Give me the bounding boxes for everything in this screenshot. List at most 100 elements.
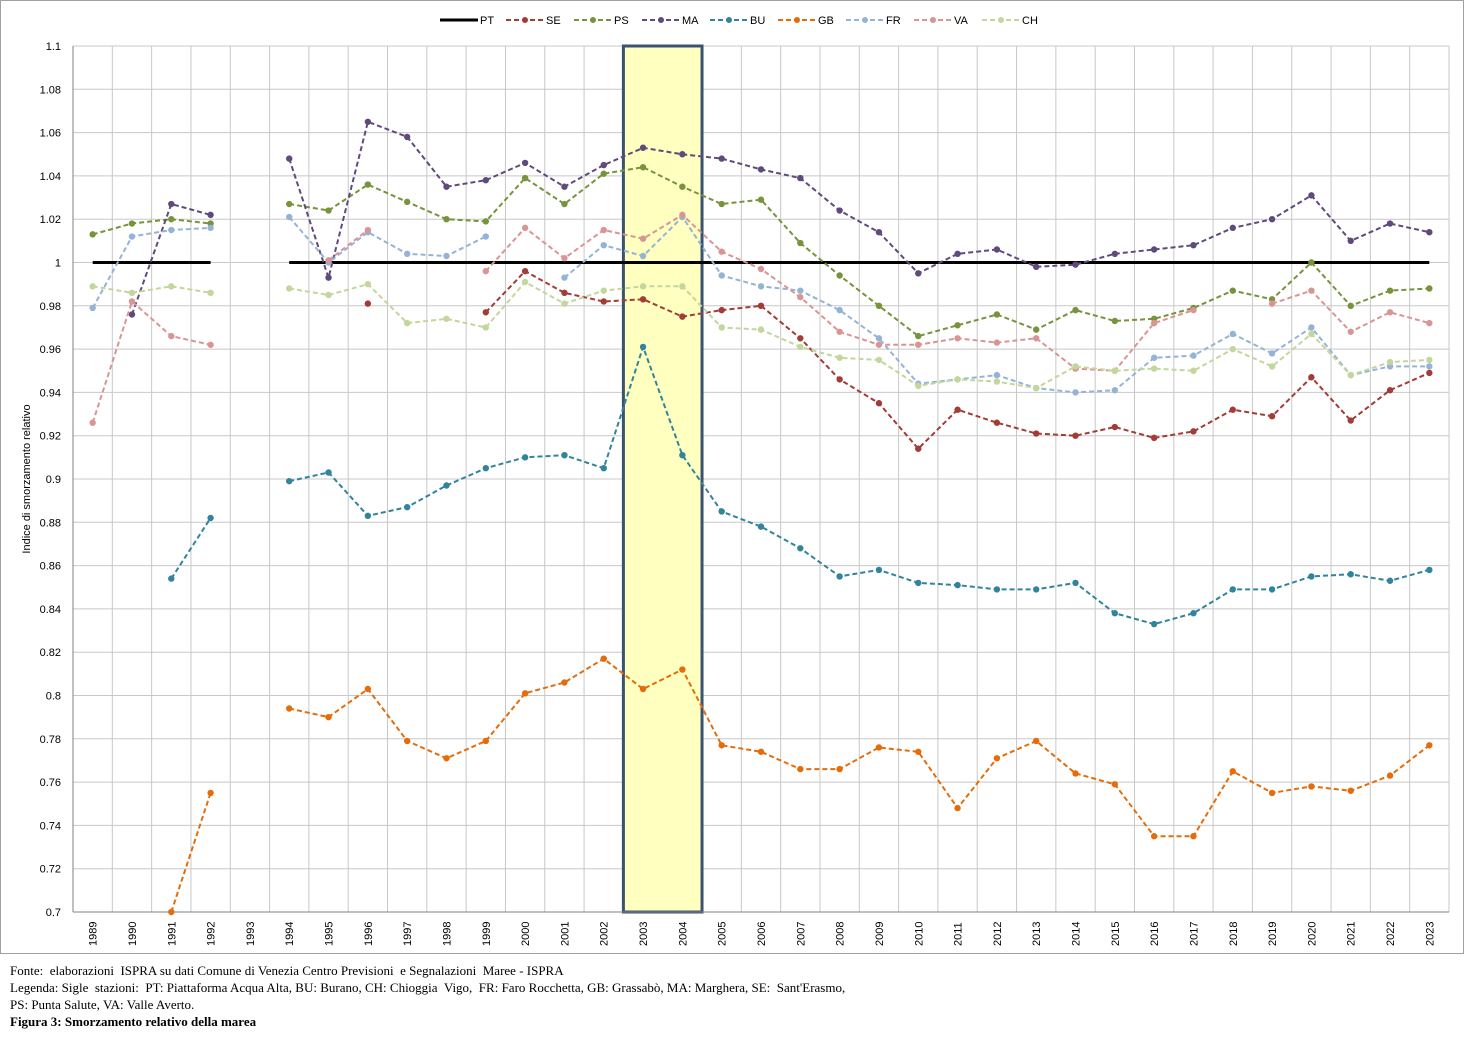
data-point-ma — [403, 133, 411, 141]
data-point-va — [1150, 319, 1158, 327]
data-point-gb — [757, 748, 765, 755]
data-point-se — [836, 376, 843, 383]
data-point-gb — [639, 685, 647, 693]
x-tick-label: 2015 — [1110, 922, 1122, 946]
data-point-ps — [1347, 302, 1354, 309]
legend-marker — [590, 17, 596, 23]
data-point-ps — [1426, 285, 1433, 292]
data-point-fr — [1426, 363, 1433, 370]
data-point-ma — [521, 159, 529, 167]
data-point-fr — [1111, 387, 1119, 394]
data-point-se — [757, 302, 765, 309]
data-point-va — [875, 341, 883, 348]
data-point-ps — [1111, 317, 1119, 325]
x-tick-label: 1992 — [206, 922, 218, 946]
x-tick-label: 2007 — [795, 922, 807, 946]
data-point-bu — [1150, 620, 1158, 628]
data-point-va — [1033, 335, 1040, 342]
data-point-gb — [403, 737, 411, 745]
data-point-bu — [797, 545, 804, 552]
data-point-ch — [1111, 367, 1119, 374]
legend-label: MA — [682, 15, 699, 27]
data-point-ps — [797, 239, 804, 247]
series-line-bu — [170, 517, 212, 580]
data-point-bu — [875, 566, 883, 574]
series — [89, 118, 1433, 916]
legend-item-ma: MA — [642, 15, 699, 27]
data-point-ma — [482, 177, 489, 184]
series-fr — [89, 213, 1433, 396]
data-point-ps — [993, 311, 1001, 318]
data-point-se — [797, 335, 804, 342]
data-point-bu — [561, 451, 568, 459]
data-point-se — [600, 298, 607, 305]
data-point-va — [561, 254, 568, 262]
x-tick-label: 2004 — [677, 922, 689, 946]
y-tick-label: 1.02 — [40, 214, 61, 226]
data-point-gb — [1072, 770, 1079, 777]
y-tick-label: 0.92 — [40, 431, 61, 443]
data-point-gb — [679, 666, 686, 673]
y-tick-label: 0.94 — [40, 387, 61, 399]
y-tick-label: 0.74 — [40, 820, 61, 832]
data-point-gb — [718, 742, 725, 749]
data-point-se — [1426, 369, 1433, 377]
x-tick-label: 2000 — [520, 922, 532, 946]
data-point-ps — [443, 216, 450, 223]
data-point-ma — [639, 144, 647, 151]
y-tick-label: 0.76 — [40, 777, 61, 789]
data-point-ma — [1072, 261, 1079, 268]
data-point-va — [757, 265, 765, 273]
data-point-gb — [1426, 742, 1433, 749]
legend-marker — [998, 17, 1004, 23]
series-ch — [89, 278, 1433, 392]
data-point-ps — [403, 198, 411, 206]
data-point-ma — [875, 228, 883, 236]
data-point-ma — [1386, 220, 1394, 227]
data-point-fr — [1308, 324, 1315, 331]
x-tick-label: 2002 — [599, 922, 611, 946]
y-axis-title: Indice di smorzamento relativo — [21, 404, 33, 553]
data-point-gb — [1150, 833, 1158, 840]
data-point-gb — [797, 765, 804, 773]
data-point-se — [639, 296, 647, 303]
data-point-bu — [168, 575, 175, 582]
data-point-ma — [128, 311, 136, 318]
axes: 0.7 0.72 0.74 0.76 0.78 0.8 0.82 0.84 0.86 0.88 0.… — [40, 41, 1449, 946]
y-tick-label: 1.04 — [40, 171, 61, 183]
series-line-ma — [288, 120, 1430, 282]
data-point-se — [561, 289, 568, 297]
data-point-va — [168, 332, 175, 340]
x-tick-label: 2005 — [717, 922, 729, 946]
data-point-ma — [836, 207, 843, 214]
data-point-fr — [600, 241, 607, 249]
data-point-ch — [1150, 365, 1158, 372]
data-point-bu — [1033, 586, 1040, 593]
y-tick-label: 0.88 — [40, 517, 61, 529]
data-point-va — [600, 226, 607, 234]
data-point-fr — [639, 252, 647, 260]
legend-label: SE — [546, 15, 561, 27]
data-point-bu — [836, 573, 843, 580]
data-point-va — [128, 298, 136, 305]
data-point-bu — [954, 581, 961, 589]
data-point-va — [679, 211, 686, 219]
source-note: Fonte: elaborazioni ISPRA su dati Comune… — [10, 963, 564, 978]
data-point-ps — [679, 183, 686, 190]
data-point-ma — [364, 118, 372, 125]
data-point-va — [797, 293, 804, 301]
data-point-gb — [168, 908, 175, 916]
data-point-gb — [993, 755, 1001, 762]
legend-marker — [930, 17, 936, 23]
data-point-fr — [89, 304, 96, 312]
data-point-ch — [1190, 367, 1197, 374]
legend-marker — [522, 17, 528, 23]
data-point-fr — [168, 226, 175, 234]
legend-marker — [726, 17, 732, 23]
y-tick-label: 1.06 — [40, 128, 61, 140]
legend-marker — [658, 17, 664, 23]
data-point-bu — [1072, 579, 1079, 587]
legend-item-fr: FR — [846, 15, 901, 27]
data-point-ps — [1033, 326, 1040, 333]
x-tick-label: 2012 — [992, 922, 1004, 946]
